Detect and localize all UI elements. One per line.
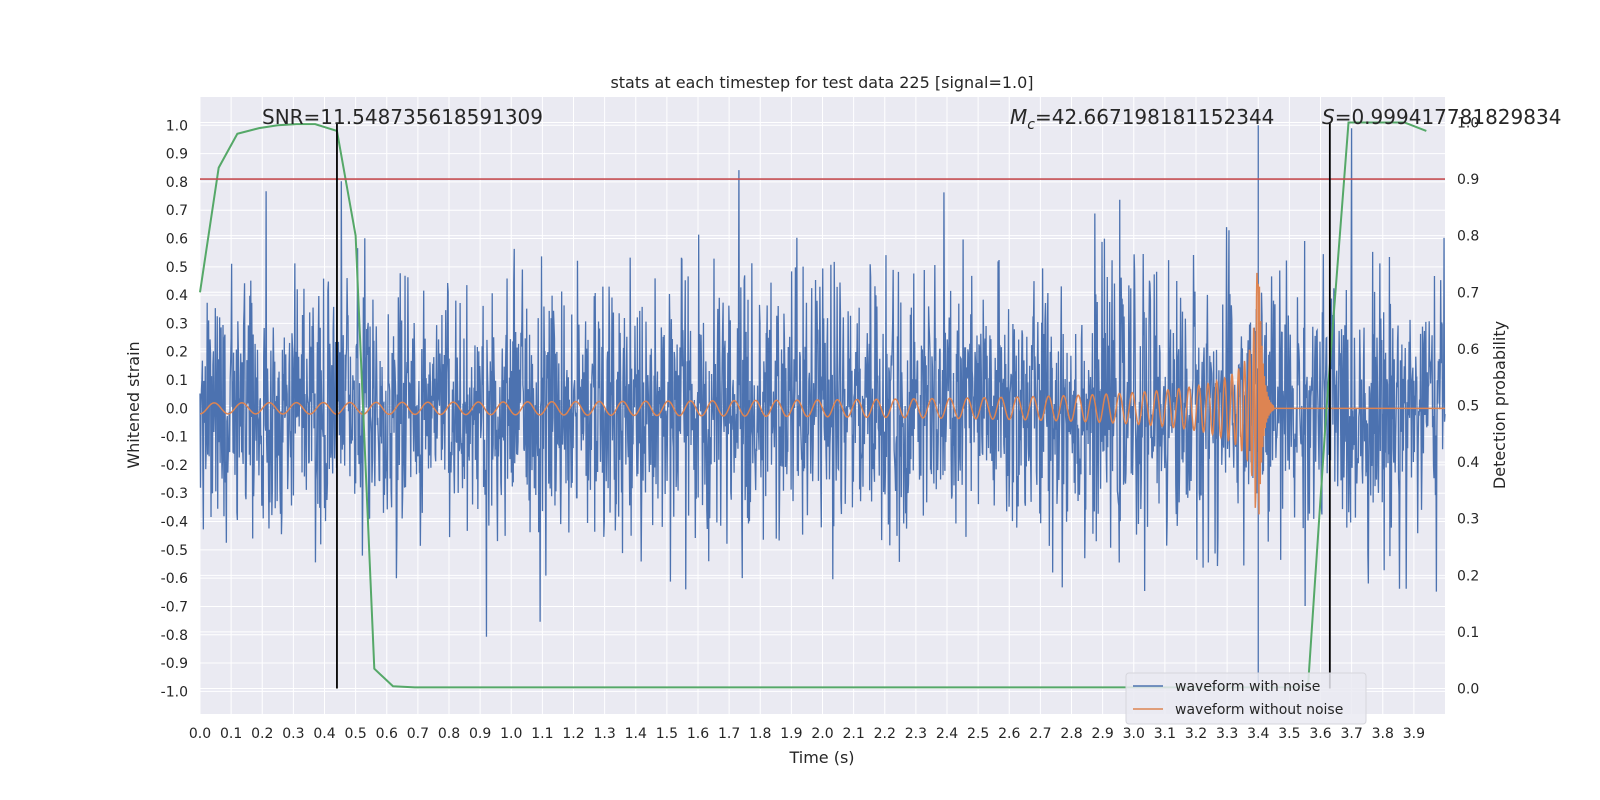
y-left-tick-label: 0.8	[166, 175, 188, 191]
y-left-tick-label: 0.6	[166, 232, 188, 248]
chirp-mass-symbol: M	[1010, 105, 1027, 129]
y-axis-label-left: Whitened strain	[124, 341, 143, 468]
y-left-tick-label: -0.1	[161, 430, 188, 446]
overlays	[200, 122, 1445, 689]
x-tick-label: 1.5	[656, 726, 678, 742]
x-tick-label: 2.9	[1091, 726, 1113, 742]
y-axis-label-right: Detection probability	[1490, 321, 1509, 489]
x-tick-label: 3.5	[1278, 726, 1300, 742]
x-tick-label: 1.8	[749, 726, 771, 742]
y-left-tick-label: 0.9	[166, 147, 188, 163]
y-right-tick-label: 0.6	[1457, 342, 1479, 358]
y-left-tick-label: -0.2	[161, 458, 188, 474]
x-tick-label: 3.4	[1247, 726, 1269, 742]
clean-waveform-line	[200, 272, 1445, 515]
x-tick-label: 0.7	[407, 726, 429, 742]
snr-annotation: SNR=11.548735618591309	[262, 105, 543, 129]
x-tick-label: 2.1	[842, 726, 864, 742]
x-tick-label: 1.9	[780, 726, 802, 742]
y-right-tick-label: 1.0	[1457, 115, 1479, 131]
x-tick-label: 0.9	[469, 726, 491, 742]
y-left-tick-label: -1.0	[161, 684, 188, 700]
y-left-tick-label: -0.5	[161, 543, 188, 559]
x-tick-label: 0.5	[344, 726, 366, 742]
x-tick-label: 0.6	[376, 726, 398, 742]
x-tick-label: 3.6	[1309, 726, 1331, 742]
x-tick-label: 1.7	[718, 726, 740, 742]
x-tick-label: 0.8	[438, 726, 460, 742]
series-waveform-without-noise	[200, 272, 1445, 515]
x-tick-label: 3.9	[1403, 726, 1425, 742]
y-right-tick-label: 0.5	[1457, 399, 1479, 415]
x-tick-label: 1.2	[562, 726, 584, 742]
y-left-tick-label: 1.0	[166, 118, 188, 134]
y-left-tick-label: -0.6	[161, 571, 188, 587]
probability-line	[199, 121, 1427, 689]
x-axis-label: Time (s)	[788, 748, 854, 767]
x-tick-label: 2.0	[811, 726, 833, 742]
x-tick-labels: 0.0 0.1 0.2 0.3 0.4 0.5 0.6 0.7 0.8 0.9 1.0 1.1 1.2 1…	[189, 726, 1425, 742]
y-left-tick-label: 0.5	[166, 260, 188, 276]
legend-label-noise: waveform with noise	[1175, 679, 1320, 695]
y-left-tick-label: -0.7	[161, 599, 188, 615]
score-annotation: S=0.999417781829834	[1322, 105, 1561, 129]
score-value: =0.999417781829834	[1335, 105, 1562, 129]
x-tick-label: 2.2	[874, 726, 896, 742]
y-left-tick-label: 0.3	[166, 316, 188, 332]
x-tick-label: 2.3	[905, 726, 927, 742]
y-right-tick-label: 0.7	[1457, 285, 1479, 301]
y-left-tick-label: -0.4	[161, 515, 188, 531]
x-tick-label: 0.3	[282, 726, 304, 742]
x-tick-label: 1.0	[500, 726, 522, 742]
score-symbol: S	[1322, 105, 1335, 129]
x-tick-label: 3.2	[1185, 726, 1207, 742]
x-tick-label: 3.3	[1216, 726, 1238, 742]
chirp-mass-annotation: Mc=42.667198181152344	[1010, 105, 1274, 133]
x-tick-label: 0.2	[251, 726, 273, 742]
x-tick-label: 0.0	[189, 726, 211, 742]
y-left-tick-label: -0.9	[161, 656, 188, 672]
x-tick-label: 2.6	[998, 726, 1020, 742]
x-tick-label: 2.8	[1060, 726, 1082, 742]
x-tick-label: 1.1	[531, 726, 553, 742]
x-tick-label: 2.5	[967, 726, 989, 742]
x-tick-label: 0.4	[313, 726, 335, 742]
y-right-tick-label: 0.8	[1457, 229, 1479, 245]
legend-box	[1125, 672, 1367, 725]
y-right-tick-label: 0.1	[1457, 625, 1479, 641]
chirp-mass-subscript: c	[1027, 117, 1035, 133]
y-left-tick-label: 0.7	[166, 203, 188, 219]
legend: waveform with noise waveform without noi…	[1125, 672, 1367, 725]
y-left-tick-label: 0.4	[166, 288, 188, 304]
y-left-tick-label: -0.8	[161, 628, 188, 644]
series-detection-probability	[199, 121, 1427, 689]
y-left-tick-labels: -1.0 -0.9 -0.8 -0.7 -0.6 -0.5 -0.4 -0.3 -0.2 -0.1…	[161, 118, 188, 700]
y-right-tick-label: 0.2	[1457, 568, 1479, 584]
x-tick-label: 3.8	[1372, 726, 1394, 742]
x-tick-label: 1.3	[593, 726, 615, 742]
x-tick-label: 3.1	[1154, 726, 1176, 742]
y-right-tick-labels: 0.0 0.1 0.2 0.3 0.4 0.5 0.6 0.7 0.8 0.9 1.0	[1457, 115, 1479, 697]
x-tick-label: 0.1	[220, 726, 242, 742]
y-left-tick-label: 0.0	[166, 401, 188, 417]
x-tick-label: 1.4	[625, 726, 647, 742]
y-right-tick-label: 0.0	[1457, 682, 1479, 698]
y-right-tick-label: 0.4	[1457, 455, 1479, 471]
y-right-tick-label: 0.3	[1457, 512, 1479, 528]
x-tick-label: 1.6	[687, 726, 709, 742]
x-tick-label: 2.7	[1029, 726, 1051, 742]
y-left-tick-label: 0.2	[166, 345, 188, 361]
x-tick-label: 3.0	[1123, 726, 1145, 742]
y-left-tick-label: -0.3	[161, 486, 188, 502]
y-right-tick-label: 0.9	[1457, 172, 1479, 188]
x-tick-label: 3.7	[1340, 726, 1362, 742]
chirp-mass-value: =42.667198181152344	[1035, 105, 1274, 129]
chart-title: stats at each timestep for test data 225…	[610, 73, 1033, 92]
x-tick-label: 2.4	[936, 726, 958, 742]
y-left-tick-label: 0.1	[166, 373, 188, 389]
legend-label-clean: waveform without noise	[1175, 702, 1343, 718]
